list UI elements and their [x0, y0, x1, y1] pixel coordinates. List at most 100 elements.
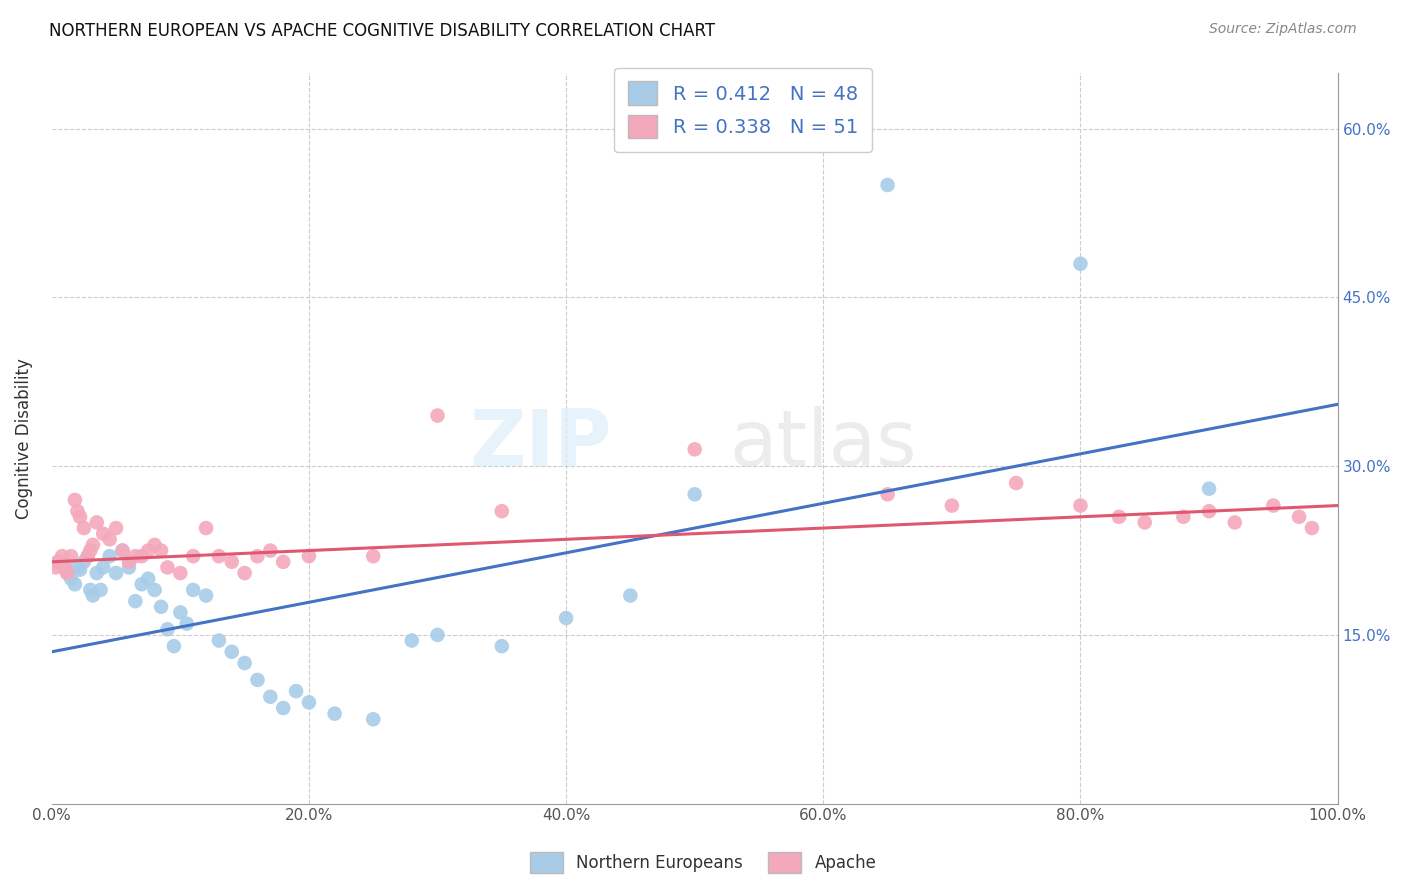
Point — [131, 549, 153, 564]
Point — [118, 555, 141, 569]
Point — [271, 701, 294, 715]
Point — [181, 549, 204, 564]
Point — [298, 549, 321, 564]
Point — [82, 589, 104, 603]
Point — [1301, 521, 1323, 535]
Point — [401, 633, 423, 648]
Text: Source: ZipAtlas.com: Source: ZipAtlas.com — [1209, 22, 1357, 37]
Point — [150, 599, 173, 614]
Point — [555, 611, 578, 625]
Point — [156, 622, 179, 636]
Point — [91, 560, 114, 574]
Point — [491, 504, 513, 518]
Point — [105, 521, 128, 535]
Point — [221, 555, 243, 569]
Point — [143, 582, 166, 597]
Point — [45, 560, 67, 574]
Point — [46, 555, 69, 569]
Point — [1069, 257, 1091, 271]
Legend: R = 0.412   N = 48, R = 0.338   N = 51: R = 0.412 N = 48, R = 0.338 N = 51 — [614, 68, 872, 152]
Point — [208, 633, 231, 648]
Point — [111, 543, 134, 558]
Point — [1223, 516, 1246, 530]
Point — [1108, 509, 1130, 524]
Point — [124, 594, 146, 608]
Point — [169, 606, 191, 620]
Point — [426, 628, 449, 642]
Point — [79, 543, 101, 558]
Point — [66, 504, 89, 518]
Point — [63, 492, 86, 507]
Point — [76, 549, 98, 564]
Legend: Northern Europeans, Apache: Northern Europeans, Apache — [523, 846, 883, 880]
Point — [195, 521, 218, 535]
Point — [1198, 504, 1220, 518]
Point — [56, 566, 79, 580]
Point — [1288, 509, 1310, 524]
Point — [169, 566, 191, 580]
Point — [195, 589, 218, 603]
Point — [98, 533, 121, 547]
Point — [136, 572, 159, 586]
Point — [1198, 482, 1220, 496]
Point — [60, 572, 83, 586]
Point — [73, 521, 96, 535]
Point — [143, 538, 166, 552]
Point — [221, 645, 243, 659]
Point — [1005, 476, 1028, 491]
Point — [181, 582, 204, 597]
Point — [176, 616, 198, 631]
Point — [683, 442, 706, 457]
Y-axis label: Cognitive Disability: Cognitive Disability — [15, 358, 32, 518]
Point — [259, 690, 281, 704]
Point — [51, 549, 73, 564]
Point — [46, 555, 69, 569]
Point — [66, 560, 89, 574]
Point — [1133, 516, 1156, 530]
Point — [86, 566, 108, 580]
Point — [285, 684, 308, 698]
Text: ZIP: ZIP — [470, 406, 612, 482]
Point — [105, 566, 128, 580]
Point — [271, 555, 294, 569]
Point — [131, 577, 153, 591]
Point — [1263, 499, 1285, 513]
Point — [124, 549, 146, 564]
Point — [90, 582, 112, 597]
Point — [156, 560, 179, 574]
Point — [298, 695, 321, 709]
Point — [73, 555, 96, 569]
Text: atlas: atlas — [730, 406, 917, 482]
Text: NORTHERN EUROPEAN VS APACHE COGNITIVE DISABILITY CORRELATION CHART: NORTHERN EUROPEAN VS APACHE COGNITIVE DI… — [49, 22, 716, 40]
Point — [79, 582, 101, 597]
Point — [86, 516, 108, 530]
Point — [1173, 509, 1195, 524]
Point — [876, 487, 898, 501]
Point — [683, 487, 706, 501]
Point — [246, 549, 269, 564]
Point — [246, 673, 269, 687]
Point — [150, 543, 173, 558]
Point — [91, 526, 114, 541]
Point — [259, 543, 281, 558]
Point — [69, 563, 91, 577]
Point — [233, 566, 256, 580]
Point — [1069, 499, 1091, 513]
Point — [53, 560, 76, 574]
Point — [56, 566, 79, 580]
Point — [619, 589, 641, 603]
Point — [233, 656, 256, 670]
Point — [941, 499, 963, 513]
Point — [208, 549, 231, 564]
Point — [118, 560, 141, 574]
Point — [136, 543, 159, 558]
Point — [111, 543, 134, 558]
Point — [361, 549, 384, 564]
Point — [53, 560, 76, 574]
Point — [426, 409, 449, 423]
Point — [98, 549, 121, 564]
Point — [163, 639, 186, 653]
Point — [76, 549, 98, 564]
Point — [60, 549, 83, 564]
Point — [82, 538, 104, 552]
